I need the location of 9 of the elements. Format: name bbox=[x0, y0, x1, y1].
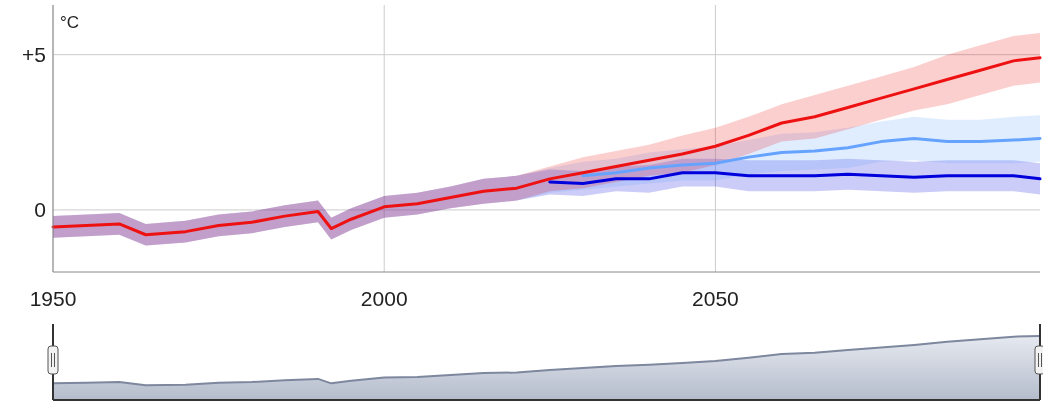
x-tick-label: 2050 bbox=[692, 287, 739, 310]
y-tick-label: 0 bbox=[34, 198, 46, 222]
line-series bbox=[51, 56, 1042, 237]
line-series bbox=[548, 171, 1042, 186]
line-series bbox=[581, 137, 1042, 178]
x-tick-label: 2000 bbox=[360, 287, 408, 310]
y-tick-label: +5 bbox=[22, 43, 46, 67]
x-tick-label: 1950 bbox=[29, 287, 77, 310]
y-axis-title: °C bbox=[60, 13, 80, 32]
